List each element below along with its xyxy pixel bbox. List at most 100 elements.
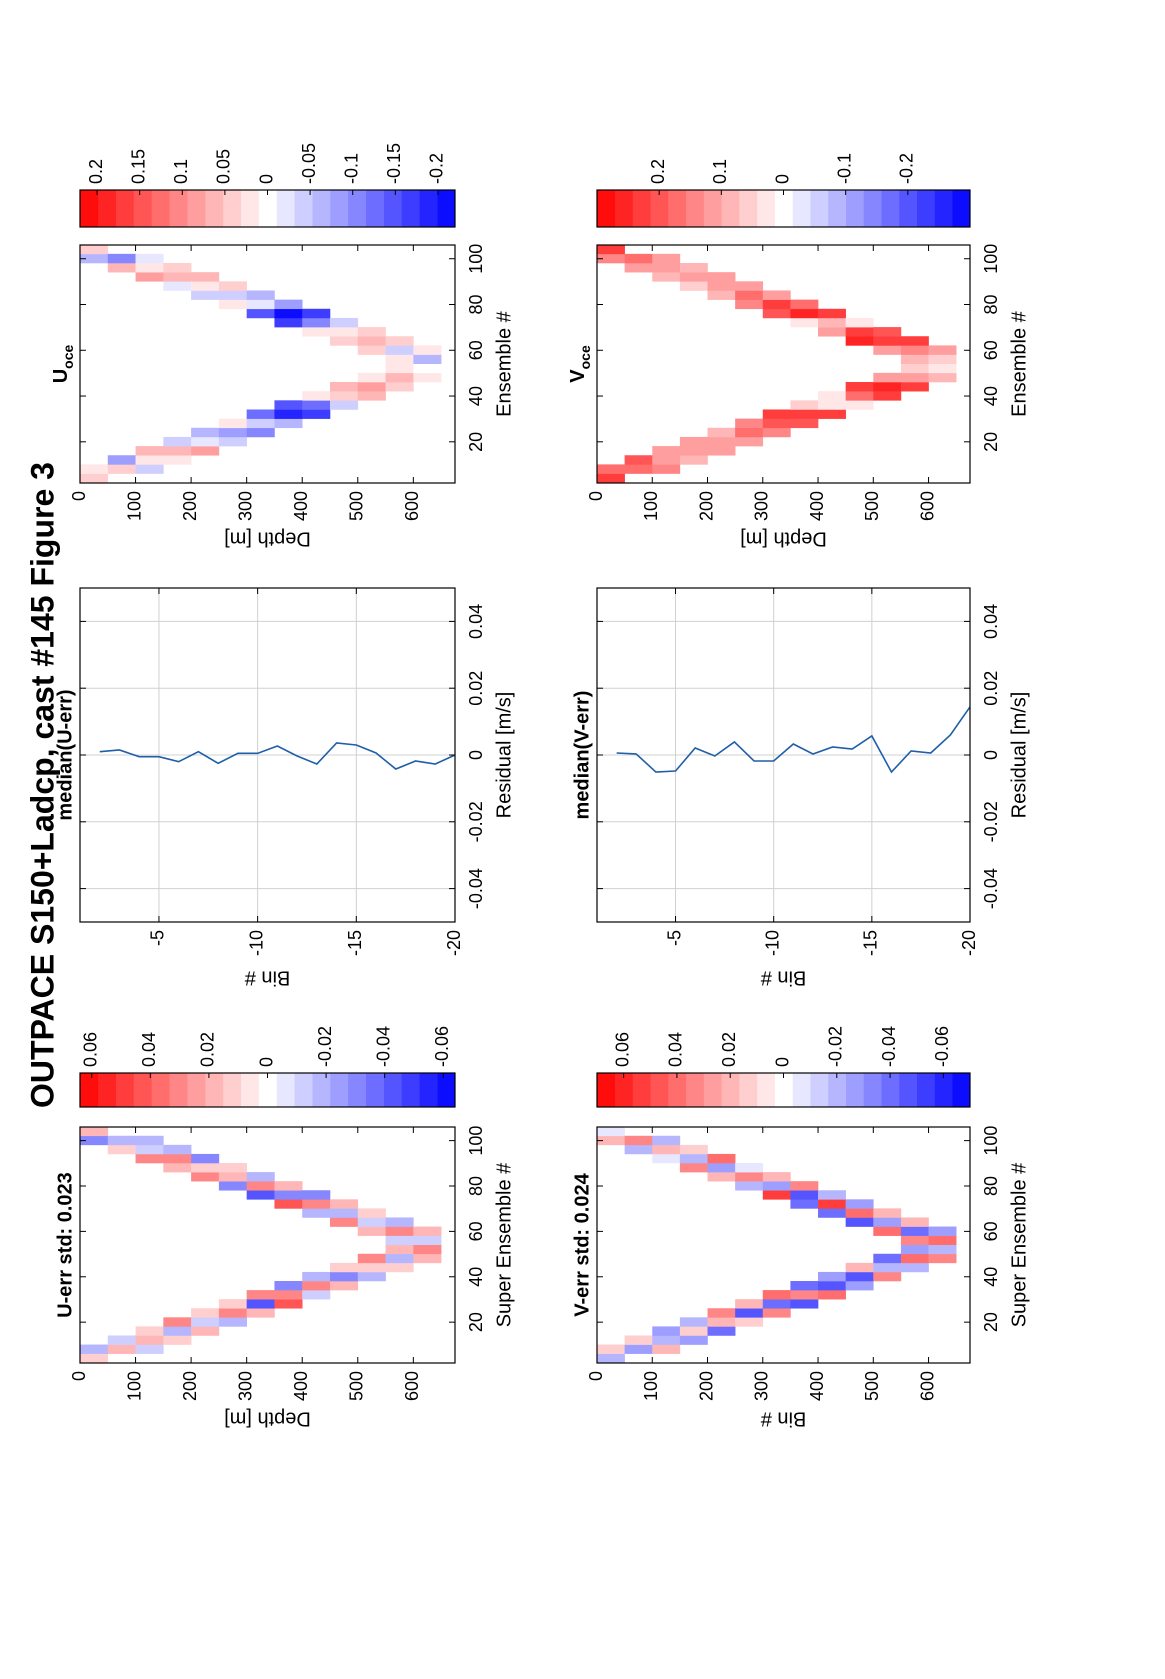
heatmap-cell [274, 1190, 303, 1200]
colorbar-band [739, 1073, 758, 1107]
colorbar-band [614, 190, 633, 227]
heatmap-cell [735, 1172, 764, 1182]
heatmap-cell [790, 1181, 819, 1191]
heatmap-cell [735, 427, 764, 438]
heatmap-cell [707, 427, 736, 438]
colorbar-band [151, 190, 170, 227]
colorbar-band [365, 190, 384, 227]
colorbar-band [792, 190, 811, 227]
colorbar-band [685, 1073, 704, 1107]
colorbar-band [632, 1073, 651, 1107]
heatmap-cell [385, 1217, 414, 1227]
axes-frame [79, 244, 456, 484]
panel-title: median(V-err) [571, 691, 593, 820]
heatmap-cell [274, 400, 303, 410]
heatmap-cell [135, 1153, 164, 1164]
heatmap-cell [762, 299, 791, 310]
heatmap-cell [679, 446, 708, 456]
colorbar-band [614, 1073, 633, 1107]
heatmap-cell [385, 345, 414, 355]
colorbar-tick-label: 0.2 [648, 159, 668, 184]
x-axis-label: Ensemble # [493, 310, 515, 416]
colorbar-band [187, 190, 206, 227]
colorbar-band [721, 190, 740, 227]
heatmap-cell [597, 464, 625, 474]
heatmap-cell [246, 290, 275, 300]
heatmap-cell [80, 473, 109, 483]
colorbar-band [739, 190, 758, 227]
colorbar-band [845, 1073, 864, 1107]
heatmap-cell [652, 263, 681, 273]
heatmap-cell [385, 372, 414, 383]
colorbar-band [80, 1073, 99, 1107]
panel-title: U-err std: 0.023 [54, 1172, 76, 1318]
y-tick-label: -15 [345, 930, 365, 956]
heatmap-cell [928, 345, 957, 355]
heatmap-cell [163, 1144, 192, 1155]
y-tick-label: -10 [246, 930, 266, 956]
heatmap-cell [246, 1172, 275, 1182]
heatmap-cell [845, 1271, 874, 1282]
heatmap-cell [163, 455, 192, 465]
heatmap-cell [413, 1226, 442, 1236]
heatmap-cell [624, 1144, 653, 1155]
heatmap-cell [135, 1335, 164, 1345]
heatmap-cell [218, 436, 247, 447]
y-tick-label: 100 [124, 1371, 144, 1401]
colorbar-band [774, 190, 793, 227]
heatmap-cell [246, 1290, 275, 1300]
heatmap-cell [652, 1153, 681, 1164]
colorbar-tick-label: -0.1 [834, 153, 854, 184]
colorbar-band [312, 1073, 331, 1107]
heatmap-cell [357, 1217, 386, 1227]
heatmap-cell [163, 1317, 192, 1327]
y-tick-label: 300 [235, 491, 255, 521]
y-axis-label: Depth [m] [224, 528, 311, 550]
heatmap-cell [597, 473, 625, 483]
colorbar-tick-label: -0.06 [932, 1026, 952, 1067]
colorbar-band [632, 190, 651, 227]
colorbar-tick-label: -0.1 [341, 153, 361, 184]
heatmap-cell [413, 1253, 442, 1264]
heatmap-cell [107, 455, 136, 465]
heatmap-cell [790, 418, 819, 429]
heatmap-cell [302, 1271, 331, 1282]
heatmap-cell [735, 436, 764, 447]
colorbar-band [756, 190, 775, 227]
heatmap-cell [413, 1235, 442, 1245]
heatmap-cell [274, 1290, 303, 1300]
heatmap-cell [873, 1253, 902, 1264]
colorbar-band [810, 190, 829, 227]
colorbar-band [827, 190, 846, 227]
heatmap-cell [246, 1181, 275, 1191]
heatmap-cell [302, 1281, 331, 1291]
heatmap-cell [107, 1335, 136, 1345]
heatmap-cell [679, 1163, 708, 1173]
heatmap-cell [790, 308, 819, 319]
heatmap-cell [330, 336, 359, 346]
heatmap-cell [762, 418, 791, 429]
heatmap-cell [191, 1308, 220, 1318]
heatmap-cell [163, 263, 192, 273]
heatmap-cell [900, 1262, 929, 1273]
colorbar-band [205, 190, 224, 227]
x-tick-label: 80 [466, 294, 486, 314]
heatmap-cell [900, 1244, 929, 1255]
heatmap-cell [624, 1335, 653, 1345]
heatmap-cell [246, 308, 275, 319]
heatmap-cell [818, 327, 846, 337]
axes-background [597, 245, 970, 483]
y-tick-label: -20 [959, 930, 979, 956]
x-axis-label: Super Ensemble # [1008, 1162, 1030, 1327]
heatmap-cell [302, 409, 331, 419]
colorbar-tick-label: -0.15 [384, 143, 404, 184]
heatmap-cell [80, 1135, 109, 1146]
heatmap-cell [330, 400, 359, 410]
axes-background [80, 245, 455, 483]
colorbar-band [294, 190, 313, 227]
heatmap-cell [413, 372, 442, 383]
colorbar-band [347, 190, 367, 227]
x-tick-label: 20 [981, 1312, 1001, 1332]
heatmap-cell [191, 281, 220, 291]
heatmap-cell [707, 446, 736, 456]
